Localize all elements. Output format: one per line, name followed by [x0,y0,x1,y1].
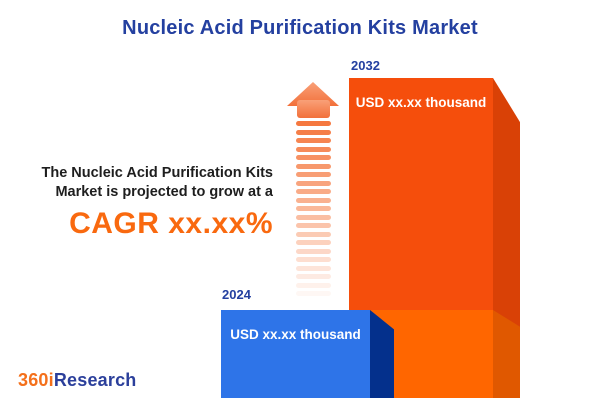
bar-2032-side-upper [493,78,520,330]
brand-logo-suffix: Research [53,370,137,390]
arrow-dashes [296,121,331,303]
bar-2032-front-upper [349,78,493,310]
page-title: Nucleic Acid Purification Kits Market [122,17,478,39]
description-line-2: Market is projected to grow at a [55,184,273,200]
bar-2032-value-label: USD xx.xx thousand [355,95,487,110]
bar-2024-value-label: USD xx.xx thousand [230,327,361,342]
brand-logo-prefix: 360i [18,370,54,390]
bar-2032-year-label: 2032 [351,58,380,73]
bar-2024-front [221,310,370,398]
cagr-value: CAGR xx.xx% [69,207,273,240]
market-description: The Nucleic Acid Purification Kits Marke… [0,164,273,240]
bar-2024-year-label: 2024 [222,287,251,302]
bar-2032-side-lower [493,310,520,398]
description-line-1: The Nucleic Acid Purification Kits [41,165,273,181]
brand-logo: 360iResearch [18,370,137,391]
growth-arrow-icon [287,82,339,118]
